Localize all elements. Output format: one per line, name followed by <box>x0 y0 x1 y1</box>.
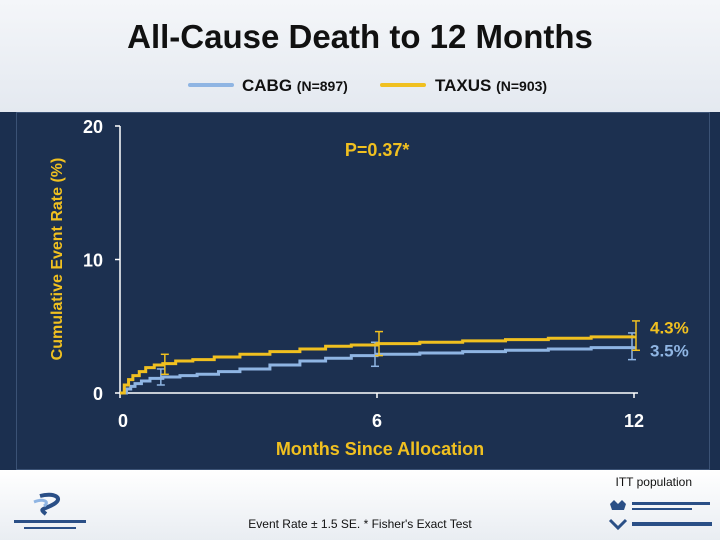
y-tick-label: 10 <box>83 251 103 271</box>
legend-swatch-taxus <box>380 83 426 87</box>
p-value-annotation: P=0.37* <box>345 140 410 160</box>
legend-n-cabg: (N=897) <box>296 78 348 94</box>
legend-label-taxus: TAXUS <box>435 76 492 95</box>
series-line-taxus <box>120 335 636 395</box>
footnote: Event Rate ± 1.5 SE. * Fisher's Exact Te… <box>248 517 472 531</box>
legend-swatch-cabg <box>188 83 234 87</box>
legend-entry-taxus: TAXUS (N=903) <box>435 76 547 96</box>
title-band <box>0 0 720 112</box>
legend-n-taxus: (N=903) <box>496 78 548 94</box>
series-line-cabg <box>120 346 636 395</box>
legend-entry-cabg: CABG (N=897) <box>242 76 348 96</box>
crf-logo-icon <box>14 492 86 529</box>
x-tick-label: 0 <box>118 411 128 431</box>
slide-title: All-Cause Death to 12 Months <box>127 18 593 55</box>
footer-band <box>0 470 720 540</box>
chart-legend: CABG (N=897) TAXUS (N=903) <box>0 72 720 102</box>
x-axis-label: Months Since Allocation <box>276 439 484 459</box>
y-tick-label: 20 <box>83 117 103 137</box>
plot-frame <box>16 112 710 470</box>
y-tick-label: 0 <box>93 384 103 404</box>
columbia-nyp-logo-icon <box>608 500 712 531</box>
legend-label-cabg: CABG <box>242 76 293 95</box>
x-tick-label: 12 <box>624 411 644 431</box>
x-tick-label: 6 <box>372 411 382 431</box>
itt-note: ITT population <box>615 475 693 489</box>
end-label-taxus: 4.3% <box>650 319 689 338</box>
end-label-cabg: 3.5% <box>650 341 689 360</box>
